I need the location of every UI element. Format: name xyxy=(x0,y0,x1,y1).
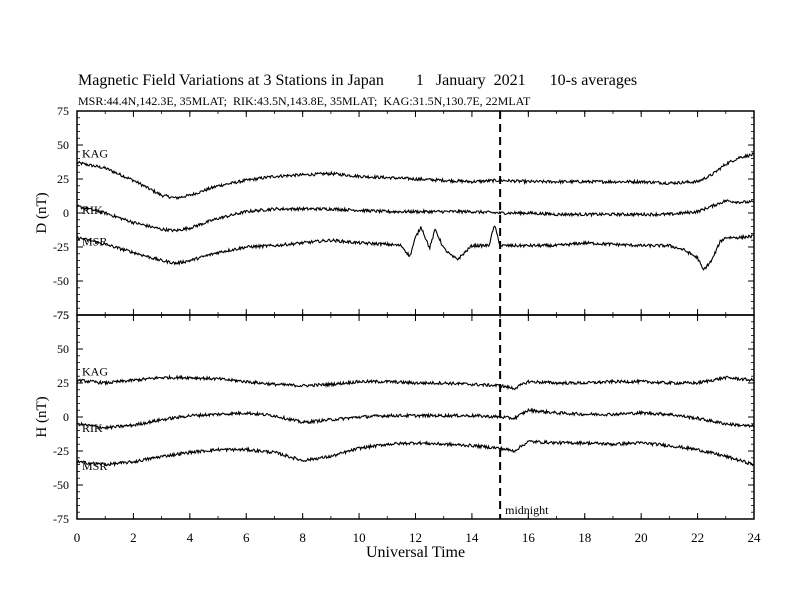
series-label-rik: RIK xyxy=(82,421,103,435)
chart-subtitle: MSR:44.4N,142.3E, 35MLAT; RIK:43.5N,143.… xyxy=(78,94,531,108)
x-tick-label: 6 xyxy=(243,530,250,545)
x-tick-label: 12 xyxy=(409,530,422,545)
x-tick-label: 10 xyxy=(353,530,366,545)
y-tick-label: 75 xyxy=(57,104,69,118)
y-tick-label: -25 xyxy=(53,240,69,254)
x-tick-label: 24 xyxy=(748,530,762,545)
y-tick-label: -25 xyxy=(53,444,69,458)
series-line-kag xyxy=(76,152,755,201)
series-label-kag: KAG xyxy=(82,364,108,378)
series-line-msr xyxy=(76,439,755,468)
panel-frame-1 xyxy=(76,110,755,316)
y-tick-label: -50 xyxy=(53,274,69,288)
y-tick-label: -75 xyxy=(53,512,69,526)
x-tick-label: 22 xyxy=(691,530,704,545)
x-axis-label: Universal Time xyxy=(366,544,465,561)
x-tick-label: 2 xyxy=(130,530,137,545)
x-tick-label: 18 xyxy=(578,530,591,545)
x-tick-label: 20 xyxy=(635,530,648,545)
x-tick-label: 8 xyxy=(299,530,306,545)
x-tick-label: 0 xyxy=(74,530,81,545)
series-line-kag xyxy=(76,374,755,391)
series-label-kag: KAG xyxy=(82,147,108,161)
series-label-msr: MSR xyxy=(82,234,107,248)
y-tick-label: 25 xyxy=(57,172,69,186)
y-tick-label: 75 xyxy=(57,308,69,322)
chart-title: Magnetic Field Variations at 3 Stations … xyxy=(78,72,638,89)
y-axis-label: D (nT) xyxy=(34,192,50,233)
x-tick-label: 14 xyxy=(465,530,479,545)
series-label-msr: MSR xyxy=(82,459,107,473)
series-line-rik xyxy=(76,407,755,431)
x-tick-label: 16 xyxy=(522,530,536,545)
series-line-msr xyxy=(76,225,755,271)
x-tick-label: 4 xyxy=(187,530,194,545)
y-axis-label: H (nT) xyxy=(34,396,50,437)
y-tick-label: 0 xyxy=(63,410,69,424)
y-tick-label: 50 xyxy=(57,138,69,152)
series-line-rik xyxy=(76,199,755,233)
series-label-rik: RIK xyxy=(82,203,103,217)
y-tick-label: -75 xyxy=(53,308,69,322)
y-tick-label: 25 xyxy=(57,376,69,390)
y-tick-label: 50 xyxy=(57,342,69,356)
midnight-label: midnight xyxy=(505,503,549,517)
y-tick-label: 0 xyxy=(63,206,69,220)
y-tick-label: -50 xyxy=(53,478,69,492)
